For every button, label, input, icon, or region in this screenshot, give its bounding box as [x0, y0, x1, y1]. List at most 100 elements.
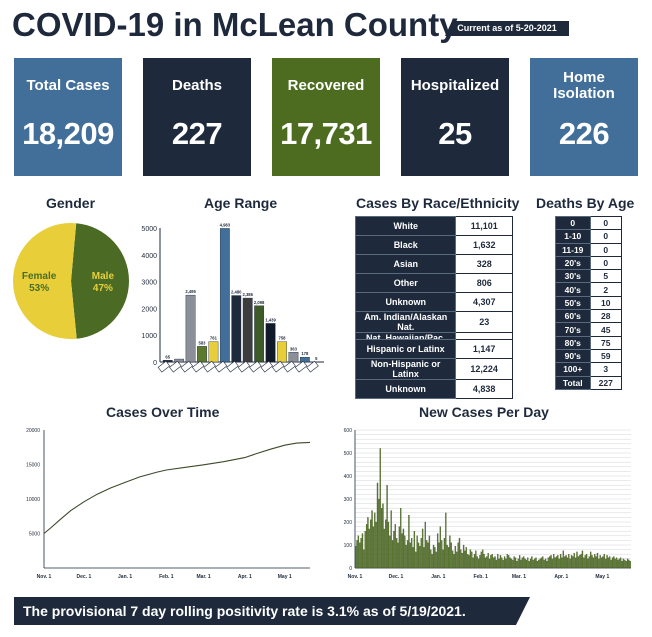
daily-bar	[588, 556, 590, 569]
daily-bar	[580, 554, 582, 569]
daily-bar	[432, 544, 435, 569]
row-label: Non-Hispanic or Latinx	[354, 358, 457, 380]
category-tag	[226, 360, 239, 373]
bar-value-label: 761	[210, 336, 218, 341]
category-tag	[249, 360, 262, 373]
daily-bar	[484, 557, 487, 569]
daily-bar	[544, 558, 547, 569]
daily-bar	[471, 551, 473, 569]
positivity-rate-banner: The provisional 7 day rolling positivity…	[14, 597, 530, 625]
table-row: 80's 75	[555, 335, 623, 350]
y-tick-label: 500	[344, 451, 353, 457]
daily-bar	[559, 554, 562, 569]
x-tick-label: Feb. 1	[473, 574, 488, 580]
daily-bar	[452, 550, 454, 569]
age-bar	[254, 305, 265, 363]
row-label: Am. Indian/Alaskan Nat.	[354, 311, 457, 333]
daily-bar	[446, 544, 448, 569]
daily-bar	[416, 535, 418, 569]
table-row: 60's 28	[555, 309, 623, 324]
table-row: 11-19 0	[555, 242, 623, 257]
table-row: Total 227	[555, 375, 623, 390]
row-label: 80's	[555, 335, 591, 350]
daily-bar	[435, 551, 437, 569]
daily-bar	[400, 508, 402, 569]
y-tick-label: 0	[153, 360, 157, 367]
table-row: 90's 59	[555, 348, 623, 364]
x-tick-label: Mar. 1	[197, 574, 211, 580]
category-tag-box	[180, 360, 193, 373]
daily-bar	[564, 556, 566, 569]
row-label: 50's	[555, 295, 591, 311]
daily-bar	[598, 558, 600, 569]
x-tick-label: Apr. 1	[554, 574, 568, 580]
category-tag	[272, 360, 285, 373]
x-tick-label: Jan. 1	[118, 574, 132, 580]
row-value: 0	[589, 229, 623, 244]
daily-bar	[562, 550, 564, 569]
daily-bar	[585, 554, 588, 569]
card-label: Deaths	[171, 77, 223, 94]
daily-bar	[487, 552, 489, 569]
bar-value-label: 178	[301, 351, 309, 356]
daily-bar	[380, 508, 383, 569]
row-value: 45	[589, 322, 623, 337]
daily-bar	[371, 510, 373, 569]
daily-bar	[624, 559, 626, 569]
row-value: 0	[589, 215, 623, 231]
daily-bar	[426, 540, 428, 569]
daily-bar	[523, 556, 525, 569]
gender-title: Gender	[46, 195, 96, 211]
daily-bar	[486, 556, 488, 569]
y-tick-label: 2000	[141, 306, 157, 313]
daily-bar	[450, 542, 452, 569]
daily-bar	[370, 519, 372, 569]
daily-bar	[442, 549, 444, 569]
card-value: 18,209	[22, 116, 114, 151]
daily-bar	[527, 557, 529, 569]
daily-bar	[553, 554, 555, 569]
daily-bar	[497, 554, 499, 569]
daily-bar	[555, 556, 558, 569]
card-value: 25	[438, 116, 472, 151]
table-row: Black 1,632	[354, 235, 513, 255]
daily-bar	[520, 559, 522, 569]
age-bar	[162, 360, 173, 363]
x-tick-label: Dec. 1	[389, 574, 404, 580]
age-bar	[174, 358, 185, 363]
table-row: 100+ 3	[555, 362, 623, 377]
category-tag-box	[283, 360, 296, 373]
daily-bar	[482, 549, 484, 569]
daily-bar	[599, 555, 601, 569]
daily-bar	[445, 512, 447, 569]
daily-bar	[590, 551, 592, 569]
daily-bar	[538, 559, 540, 569]
daily-bar	[503, 556, 506, 569]
daily-bar	[609, 556, 611, 569]
daily-bar	[494, 556, 496, 569]
daily-bar	[605, 558, 607, 569]
daily-bar	[535, 557, 537, 569]
daily-bar	[536, 561, 539, 569]
daily-bar	[453, 554, 455, 569]
daily-bar	[510, 558, 513, 569]
pie-value-label: 47%	[93, 283, 113, 294]
daily-bar	[557, 555, 559, 569]
daily-bar	[525, 559, 528, 569]
age-bar	[197, 346, 207, 363]
daily-bar	[594, 554, 596, 569]
daily-bar	[447, 547, 450, 569]
daily-bar	[592, 557, 595, 569]
daily-bar	[600, 557, 603, 569]
daily-bar	[629, 561, 631, 569]
row-value: 23	[455, 311, 513, 333]
x-tick-label: May 1	[595, 574, 609, 580]
daily-bar	[408, 514, 410, 569]
row-label: 0	[555, 215, 591, 231]
bar-value-label: 2,480	[231, 290, 242, 295]
row-value: 10	[589, 295, 623, 311]
row-label: 11-19	[555, 242, 591, 257]
daily-bar	[363, 549, 365, 569]
daily-bar	[469, 549, 472, 569]
